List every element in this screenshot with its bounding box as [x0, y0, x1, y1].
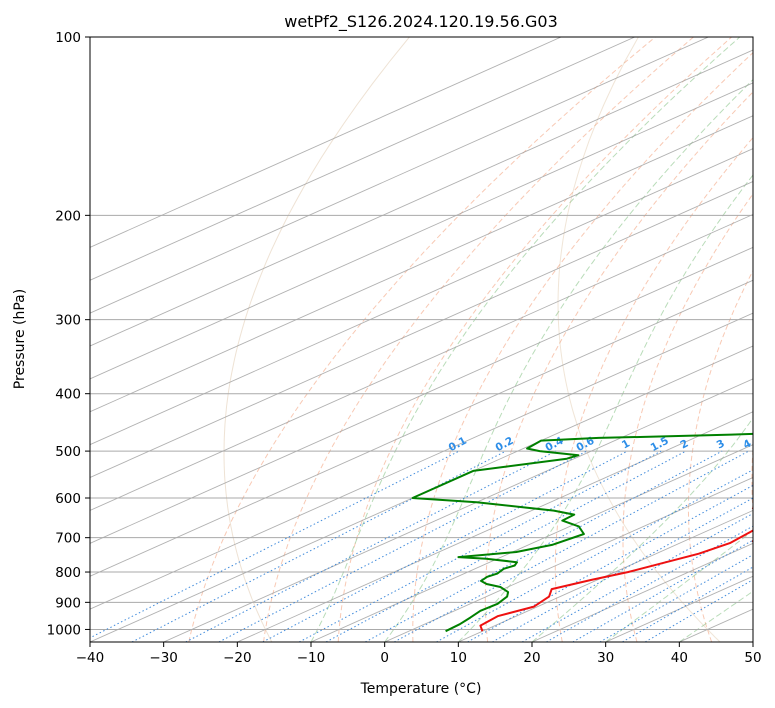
x-tick-label: −40 — [76, 650, 105, 666]
mixing-ratio-line — [218, 450, 588, 642]
isotherm — [90, 37, 635, 281]
isotherm — [384, 477, 753, 642]
isotherm — [458, 509, 753, 642]
x-tick-label: 40 — [671, 650, 688, 666]
dry-adiabat — [263, 37, 694, 642]
isotherm — [90, 279, 753, 577]
reference-curve — [557, 37, 721, 642]
isotherm — [90, 213, 753, 511]
reference-curve — [223, 37, 410, 642]
dry-adiabat — [554, 136, 753, 642]
y-tick-label: 500 — [55, 444, 81, 460]
isotherm — [310, 444, 753, 642]
isotherm — [90, 115, 753, 413]
x-tick-label: 20 — [523, 650, 540, 666]
isotherm — [90, 181, 753, 479]
y-axis-label: Pressure (hPa) — [12, 289, 28, 389]
moist-adiabat-label: 20 — [750, 530, 769, 549]
x-tick-label: −10 — [297, 650, 326, 666]
x-tick-label: −20 — [223, 650, 252, 666]
mixing-ratio-line — [365, 450, 723, 642]
y-tick-label: 600 — [55, 491, 81, 507]
y-axis: 100 200 300 400 500 600 700 800 900 1000 — [47, 30, 90, 638]
moist-adiabat — [384, 78, 753, 642]
isotherm — [90, 246, 753, 544]
x-tick-label: 50 — [744, 650, 761, 666]
dry-adiabat — [484, 91, 753, 642]
y-tick-label: 1000 — [47, 622, 81, 638]
mixing-ratio-line — [298, 450, 662, 642]
isotherm — [90, 37, 562, 248]
isotherm — [90, 37, 709, 314]
isotherm — [90, 148, 753, 446]
isotherm — [90, 312, 753, 610]
isotherm — [90, 345, 753, 642]
y-tick-label: 300 — [55, 313, 81, 329]
mixing-ratio-line — [492, 497, 753, 642]
mixing-ratio-line — [393, 450, 749, 642]
isotherm — [237, 411, 753, 642]
background-lines — [90, 37, 753, 642]
moist-adiabat — [457, 174, 753, 642]
mixing-ratio-line — [90, 450, 460, 639]
moist-adiabat — [531, 417, 753, 642]
moist-adiabat — [679, 590, 753, 642]
dry-adiabat — [188, 37, 656, 642]
x-tick-label: 0 — [380, 650, 389, 666]
x-axis: −40 −30 −20 −10 0 10 20 30 40 50 — [76, 642, 762, 666]
isotherm — [163, 378, 753, 642]
y-tick-label: 400 — [55, 387, 81, 403]
plot-frame — [89, 36, 754, 643]
y-tick-label: 100 — [55, 30, 81, 46]
isotherm — [90, 82, 753, 380]
y-tick-label: 200 — [55, 208, 81, 224]
x-tick-label: 10 — [450, 650, 467, 666]
chart-title: wetPf2_S126.2024.120.19.56.G03 — [284, 12, 558, 32]
series-layer — [411, 432, 753, 633]
dewpoint-profile-line — [411, 432, 753, 633]
temperature-profile-line — [479, 529, 753, 632]
dry-adiabat — [622, 193, 753, 642]
moist-adiabat-label: 10 — [750, 497, 769, 516]
dry-adiabat — [337, 37, 732, 642]
y-tick-label: 900 — [55, 595, 81, 611]
mixing-ratio-line — [436, 469, 753, 642]
mixing-ratio-line — [467, 484, 753, 642]
isotherm — [90, 49, 753, 347]
dry-adiabat — [412, 52, 753, 642]
y-tick-label: 800 — [55, 565, 81, 581]
y-tick-label: 700 — [55, 531, 81, 547]
x-axis-label: Temperature (°C) — [360, 681, 482, 697]
x-tick-label: 30 — [597, 650, 614, 666]
mixing-ratio-label: 4 — [741, 437, 753, 451]
x-tick-label: −30 — [149, 650, 178, 666]
